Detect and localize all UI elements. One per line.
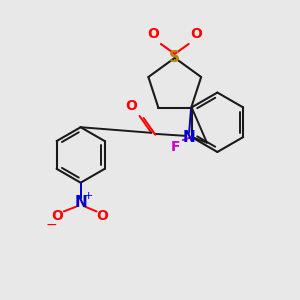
Text: O: O: [190, 27, 202, 41]
Text: N: N: [183, 130, 196, 145]
Text: F: F: [171, 140, 181, 154]
Text: S: S: [169, 50, 180, 65]
Text: −: −: [45, 218, 57, 232]
Text: O: O: [126, 99, 138, 113]
Text: +: +: [84, 190, 93, 201]
Text: O: O: [147, 27, 159, 41]
Text: O: O: [51, 209, 63, 224]
Text: O: O: [97, 209, 108, 224]
Text: N: N: [74, 195, 87, 210]
